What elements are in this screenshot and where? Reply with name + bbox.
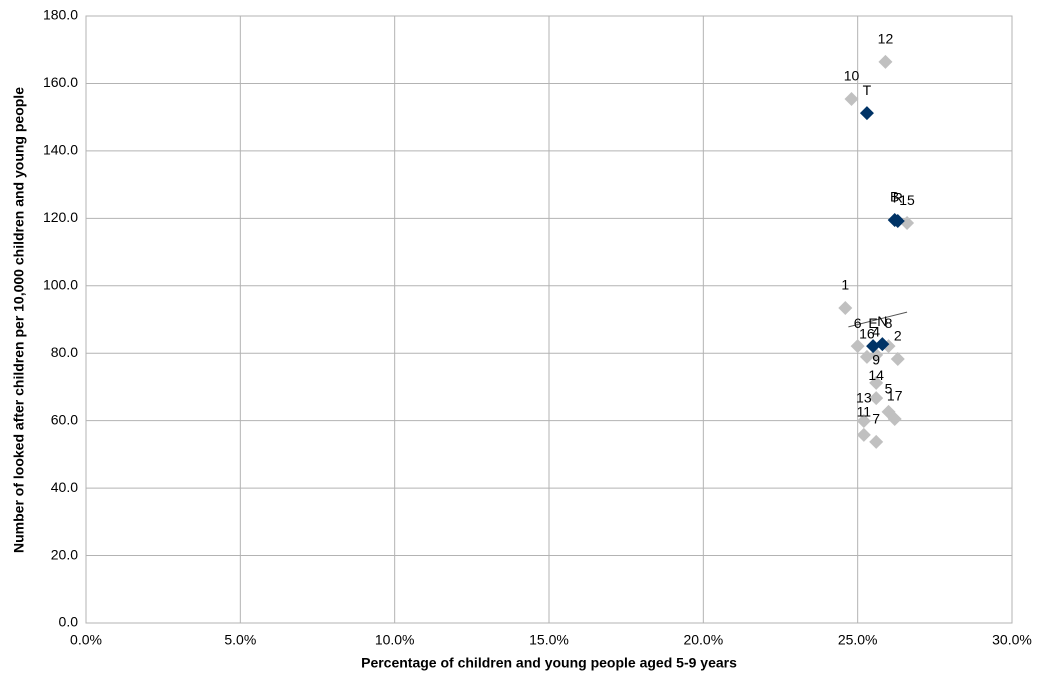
point-label: 12 bbox=[878, 31, 894, 47]
point-label: 5 bbox=[885, 381, 893, 397]
point-label: 6 bbox=[854, 315, 862, 331]
x-axis-title: Percentage of children and young people … bbox=[361, 655, 737, 671]
y-tick-label: 160.0 bbox=[43, 74, 78, 90]
point-label: R bbox=[893, 190, 903, 206]
y-tick-label: 100.0 bbox=[43, 276, 78, 292]
x-tick-label: 10.0% bbox=[375, 632, 415, 648]
point bbox=[859, 349, 874, 364]
y-tick-label: 80.0 bbox=[51, 344, 78, 360]
point-label: 9 bbox=[872, 352, 880, 368]
y-tick-label: 180.0 bbox=[43, 7, 78, 23]
y-tick-label: 0.0 bbox=[59, 614, 79, 630]
point bbox=[838, 301, 853, 316]
y-tick-label: 140.0 bbox=[43, 142, 78, 158]
point bbox=[866, 339, 881, 354]
point-label: 14 bbox=[868, 367, 884, 383]
point-label: 11 bbox=[857, 404, 872, 420]
point bbox=[869, 434, 884, 449]
x-tick-label: 25.0% bbox=[838, 632, 878, 648]
y-tick-label: 20.0 bbox=[51, 546, 78, 562]
point-label: 13 bbox=[856, 390, 872, 406]
x-tick-label: 0.0% bbox=[70, 632, 102, 648]
point-label: 4 bbox=[872, 324, 880, 340]
point bbox=[856, 427, 871, 442]
trendline bbox=[848, 311, 908, 328]
point bbox=[875, 337, 890, 352]
point bbox=[869, 391, 884, 406]
y-axis-title: Number of looked after children per 10,0… bbox=[11, 87, 27, 553]
point bbox=[844, 91, 859, 106]
x-tick-label: 30.0% bbox=[992, 632, 1032, 648]
x-tick-label: 15.0% bbox=[529, 632, 569, 648]
y-tick-label: 40.0 bbox=[51, 479, 78, 495]
point bbox=[850, 339, 865, 354]
point bbox=[890, 214, 905, 229]
point-label: T bbox=[863, 82, 872, 98]
point-label: B bbox=[890, 189, 899, 205]
point-label: 1 bbox=[841, 277, 849, 293]
point-label: 8 bbox=[885, 315, 893, 331]
point-label: E bbox=[868, 315, 877, 331]
y-tick-label: 60.0 bbox=[51, 411, 78, 427]
y-tick-label: 120.0 bbox=[43, 209, 78, 225]
point bbox=[856, 414, 871, 429]
point-label: 10 bbox=[844, 68, 860, 84]
point bbox=[890, 351, 905, 366]
point-label: 16 bbox=[859, 326, 875, 342]
x-tick-label: 20.0% bbox=[683, 632, 723, 648]
point-label: N bbox=[877, 313, 887, 329]
point-label: 7 bbox=[872, 411, 880, 427]
x-tick-label: 5.0% bbox=[224, 632, 256, 648]
point-label: 15 bbox=[899, 192, 915, 208]
point bbox=[900, 216, 915, 231]
point bbox=[887, 411, 902, 426]
point bbox=[869, 375, 884, 390]
point-label: 17 bbox=[887, 388, 903, 404]
point bbox=[859, 106, 874, 121]
plot-frame bbox=[85, 15, 1013, 624]
point bbox=[878, 54, 893, 69]
point-label: 2 bbox=[894, 328, 902, 344]
